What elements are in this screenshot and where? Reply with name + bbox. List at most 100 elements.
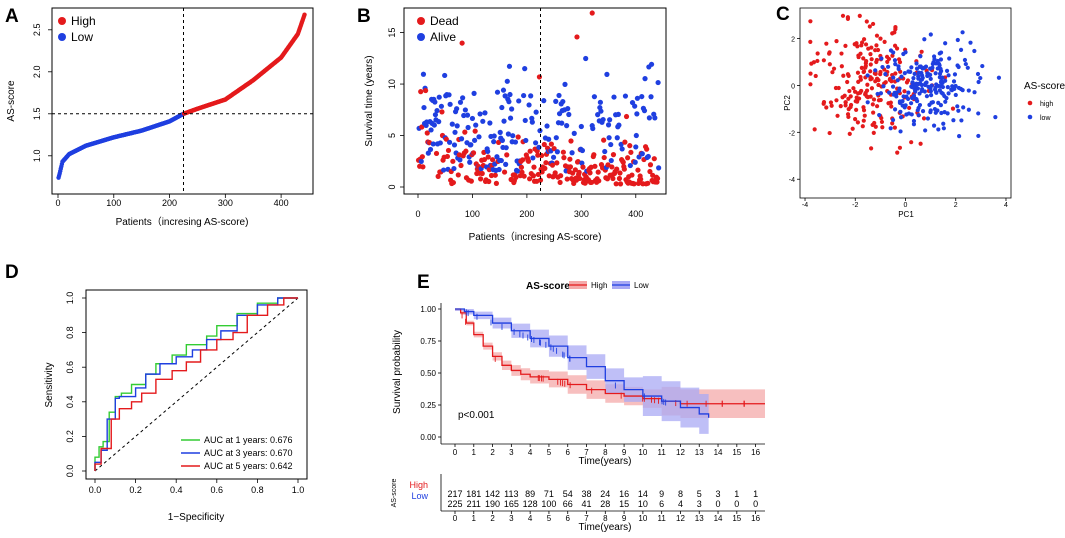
risk-value-high: 14 xyxy=(638,489,648,499)
survival-point-dead xyxy=(651,156,657,162)
survival-point-dead xyxy=(625,155,631,161)
risk-table-x-tick-label: 3 xyxy=(509,514,514,523)
panel-c-ylabel: PC2 xyxy=(783,95,792,111)
pca-point-high xyxy=(824,41,829,46)
survival-point-dead xyxy=(620,159,626,165)
survival-point-alive xyxy=(553,135,559,141)
pca-point-high xyxy=(863,63,868,69)
survival-point-alive xyxy=(546,136,552,142)
survival-point-dead xyxy=(486,178,492,185)
pca-point-low xyxy=(891,75,896,80)
survival-point-alive xyxy=(473,122,479,128)
pca-point-low xyxy=(940,91,945,96)
pca-point-low xyxy=(910,80,915,85)
survival-point-alive xyxy=(565,106,571,112)
pca-point-high xyxy=(876,82,881,88)
pca-point-high xyxy=(840,13,846,18)
pca-point-high xyxy=(876,78,881,83)
survival-point-alive xyxy=(491,133,497,139)
pca-point-high xyxy=(863,42,869,47)
survival-point-alive xyxy=(569,150,575,156)
pca-point-high xyxy=(872,120,877,126)
pca-point-low xyxy=(932,87,938,92)
survival-point-dead xyxy=(492,172,498,178)
survival-point-dead xyxy=(537,177,544,183)
panel-c-x-tick-label: -2 xyxy=(852,202,858,209)
risk-value-low: 10 xyxy=(638,499,648,509)
panel-d-roc-lines xyxy=(94,297,298,471)
pca-point-low xyxy=(918,54,923,59)
panel-e-y-ticks: 0.00 0.25 0.50 0.75 1.00 xyxy=(420,305,441,442)
panel-d-y-tick-label: 0.6 xyxy=(65,361,75,374)
survival-point-dead xyxy=(468,178,474,184)
survival-point-alive xyxy=(460,95,466,101)
survival-point-dead xyxy=(481,156,488,163)
pca-point-low xyxy=(915,98,920,104)
survival-point-dead xyxy=(614,166,620,172)
pca-point-high xyxy=(919,49,924,54)
pca-point-low xyxy=(908,69,913,74)
risk-table-x-tick-label: 15 xyxy=(732,514,741,523)
roc-curve-3yr xyxy=(94,297,298,471)
survival-point-alive xyxy=(618,141,624,148)
pca-point-high xyxy=(815,58,820,64)
risk-value-low: 28 xyxy=(600,499,610,509)
survival-point-alive xyxy=(533,109,539,115)
survival-point-dead xyxy=(610,175,616,182)
survival-point-dead xyxy=(463,148,469,154)
panel-a-x-tick-label: 0 xyxy=(55,198,60,208)
survival-point-dead xyxy=(576,169,582,175)
panel-c-points xyxy=(808,13,1002,155)
survival-point-dead xyxy=(548,141,554,147)
survival-point-alive xyxy=(454,123,460,129)
panel-e-y-tick-label: 0.50 xyxy=(420,369,436,378)
risk-table-x-tick-label: 7 xyxy=(584,514,589,523)
panel-b-x-tick-label: 200 xyxy=(519,209,534,219)
panel-b-y-tick-label: 15 xyxy=(387,28,397,38)
pca-point-low xyxy=(941,121,946,126)
pca-point-high xyxy=(839,64,844,69)
pca-point-low xyxy=(912,71,917,76)
pca-point-low xyxy=(966,107,971,112)
pca-point-low xyxy=(965,65,970,70)
pca-point-low xyxy=(972,48,977,54)
survival-point-alive xyxy=(633,132,639,139)
pca-point-high xyxy=(831,66,837,71)
pca-point-low xyxy=(946,91,951,96)
survival-point-dead xyxy=(531,164,537,170)
survival-point-alive xyxy=(562,81,568,87)
panel-b: B 0 100 200 300 400 0 5 10 15 Dead Alive Patien… xyxy=(357,6,667,243)
pca-point-low xyxy=(923,128,928,133)
survival-point-alive xyxy=(436,119,442,125)
risk-value-low: 3 xyxy=(697,499,702,509)
panel-c-legend-high: high xyxy=(1040,101,1053,108)
pca-point-low xyxy=(938,50,944,55)
pca-point-low xyxy=(978,75,983,81)
risk-row-high-label: High xyxy=(409,480,428,490)
pca-point-high xyxy=(878,36,883,41)
risk-value-low: 41 xyxy=(582,499,592,509)
survival-point-alive xyxy=(633,144,639,150)
panel-a: A 0 100 200 300 400 1.0 1.5 2.0 2.5 High Low Pa… xyxy=(5,6,314,228)
survival-point-alive xyxy=(420,71,427,77)
panel-c-x-tick-label: 0 xyxy=(904,202,908,209)
risk-value-low: 128 xyxy=(523,499,538,509)
panel-b-y-ticks: 0 5 10 15 xyxy=(387,28,404,190)
panel-e-legend-low: Low xyxy=(634,281,649,290)
survival-point-dead xyxy=(435,173,441,179)
pca-point-low xyxy=(961,105,966,110)
pca-point-low xyxy=(928,76,933,82)
pca-point-low xyxy=(953,92,958,98)
survival-point-dead xyxy=(527,148,533,154)
panel-b-y-tick-label: 0 xyxy=(387,184,397,189)
panel-c-y-tick-label: -4 xyxy=(789,177,795,184)
risk-table-x-tick-label: 10 xyxy=(638,514,647,523)
pca-point-low xyxy=(916,74,921,79)
survival-point-dead xyxy=(518,164,525,170)
survival-point-alive xyxy=(457,99,464,105)
survival-point-dead xyxy=(622,139,628,145)
pca-point-low xyxy=(928,32,933,37)
survival-point-alive xyxy=(462,107,468,113)
pca-point-low xyxy=(937,88,942,93)
survival-point-dead xyxy=(479,170,485,177)
